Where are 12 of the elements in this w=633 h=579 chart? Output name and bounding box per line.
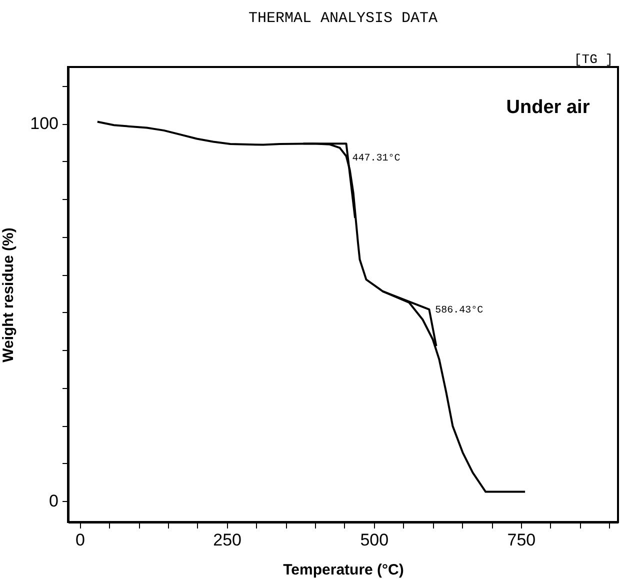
text: [TG ] (574, 52, 613, 67)
annotation: Under air (506, 97, 590, 118)
annotation: 447.31°C (352, 154, 400, 165)
x-axis-title: Temperature (°C) (283, 562, 404, 578)
x-tick-label: 500 (360, 530, 389, 550)
annotation: 586.43°C (435, 305, 484, 316)
x-tick-label: 250 (213, 530, 242, 550)
x-tick-label: 750 (507, 530, 536, 550)
chart-title: THERMAL ANALYSIS DATA (248, 10, 438, 27)
x-tick-label: 0 (76, 530, 85, 550)
y-axis-title: Weight residue (%) (0, 228, 18, 362)
y-tick-label: 100 (30, 114, 58, 134)
